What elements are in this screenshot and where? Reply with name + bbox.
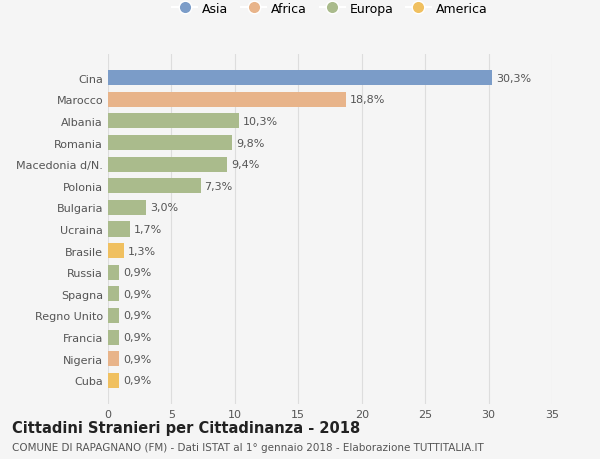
Bar <box>108 330 119 345</box>
Text: 1,3%: 1,3% <box>128 246 157 256</box>
Text: 9,4%: 9,4% <box>231 160 259 170</box>
Text: 0,9%: 0,9% <box>123 268 151 278</box>
Bar <box>108 179 200 194</box>
Text: 10,3%: 10,3% <box>242 117 278 127</box>
Bar <box>108 157 227 172</box>
Bar <box>108 308 119 323</box>
Text: 7,3%: 7,3% <box>205 181 233 191</box>
Text: Cittadini Stranieri per Cittadinanza - 2018: Cittadini Stranieri per Cittadinanza - 2… <box>12 420 360 435</box>
Text: 1,7%: 1,7% <box>133 224 161 235</box>
Bar <box>108 71 493 86</box>
Text: COMUNE DI RAPAGNANO (FM) - Dati ISTAT al 1° gennaio 2018 - Elaborazione TUTTITAL: COMUNE DI RAPAGNANO (FM) - Dati ISTAT al… <box>12 442 484 452</box>
Text: 30,3%: 30,3% <box>496 73 532 84</box>
Bar <box>108 114 239 129</box>
Text: 0,9%: 0,9% <box>123 375 151 386</box>
Bar <box>108 93 346 107</box>
Text: 9,8%: 9,8% <box>236 138 265 148</box>
Bar <box>108 222 130 237</box>
Bar <box>108 201 146 215</box>
Bar <box>108 373 119 388</box>
Text: 18,8%: 18,8% <box>350 95 386 105</box>
Text: 0,9%: 0,9% <box>123 354 151 364</box>
Bar <box>108 265 119 280</box>
Text: 0,9%: 0,9% <box>123 332 151 342</box>
Text: 0,9%: 0,9% <box>123 311 151 321</box>
Bar <box>108 352 119 366</box>
Bar <box>108 244 124 258</box>
Bar <box>108 136 232 151</box>
Legend: Asia, Africa, Europa, America: Asia, Africa, Europa, America <box>170 0 490 18</box>
Bar <box>108 287 119 302</box>
Text: 3,0%: 3,0% <box>150 203 178 213</box>
Text: 0,9%: 0,9% <box>123 289 151 299</box>
